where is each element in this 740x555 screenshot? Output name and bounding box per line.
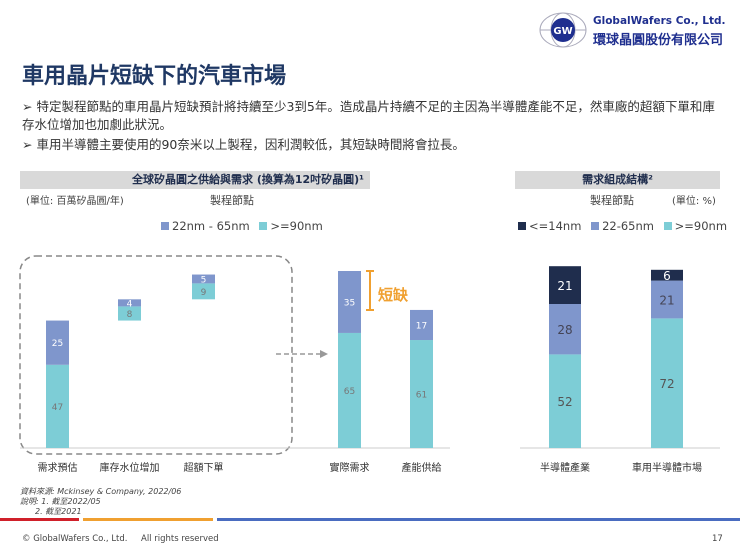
category-label: 超額下單 xyxy=(183,463,224,474)
bar-value-label: 8 xyxy=(127,310,133,320)
bar-22nm - 65nm xyxy=(192,274,215,284)
bar-value-label: 52 xyxy=(557,395,572,409)
bar-value-label: 17 xyxy=(416,321,427,331)
chart1-legend-title: 製程節點 xyxy=(210,194,254,207)
bar-value-label: 9 xyxy=(201,288,207,298)
chart2-unit: (單位: %) xyxy=(672,196,716,207)
bar-value-label: 28 xyxy=(557,323,572,337)
category-label: 產能供給 xyxy=(401,463,442,474)
bar->=90nm xyxy=(46,364,69,448)
arrow-head-icon xyxy=(320,350,328,358)
bar->=90nm xyxy=(118,306,141,321)
chart2-title: 需求組成結構² xyxy=(515,171,720,189)
chart2-legend: <=14nm 22-65nm >=90nm xyxy=(512,219,727,233)
bar-value-label: 21 xyxy=(659,294,674,308)
dashed-group-box xyxy=(19,255,293,455)
chart1-legend: 22nm - 65nm >=90nm xyxy=(155,219,323,233)
footer-bar-orange xyxy=(83,518,213,521)
logo-en: GlobalWafers Co., Ltd. xyxy=(593,15,726,27)
page-number: 17 xyxy=(712,534,723,544)
bar-value-label: 21 xyxy=(557,279,572,293)
bar-22nm - 65nm xyxy=(46,320,69,365)
bar-22nm - 65nm xyxy=(338,271,361,333)
bar->=90nm xyxy=(192,283,215,300)
shortage-label: 短缺 xyxy=(378,286,409,304)
bar-value-label: 61 xyxy=(416,391,427,401)
bar-22-65nm xyxy=(549,304,581,355)
logo-zh: 環球晶圓股份有限公司 xyxy=(593,33,724,48)
footnotes: 資料來源: Mckinsey & Company, 2022/06 說明: 1. … xyxy=(20,487,182,516)
bar-value-label: 72 xyxy=(659,377,674,391)
category-label: 半導體產業 xyxy=(540,463,590,474)
chart1-unit: (單位: 百萬矽晶圓/年) xyxy=(26,196,124,207)
bar-value-label: 65 xyxy=(344,387,355,397)
bar-value-label: 5 xyxy=(201,275,207,285)
bar-value-label: 4 xyxy=(127,299,133,309)
chart2-legend-title: 製程節點 xyxy=(590,194,634,207)
bar->=90nm xyxy=(651,318,683,448)
category-label: 實際需求 xyxy=(329,463,370,474)
globe-logo-icon: GW xyxy=(539,12,587,48)
page-title: 車用晶片短缺下的汽車市場 xyxy=(22,64,287,89)
bar-<=14nm xyxy=(549,266,581,304)
chart1-title: 全球矽晶圓之供給與需求 (換算為12吋矽晶圓)¹ xyxy=(20,171,370,189)
bar-22nm - 65nm xyxy=(410,309,433,341)
bar-<=14nm xyxy=(651,269,683,281)
rights: All rights reserved xyxy=(141,534,219,544)
bar-value-label: 25 xyxy=(52,339,63,349)
footer-bar-red xyxy=(0,518,79,521)
footer-bar-blue xyxy=(217,518,740,521)
bar-22nm - 65nm xyxy=(118,299,141,307)
category-label: 需求預估 xyxy=(37,463,78,474)
logo: GW GlobalWafers Co., Ltd. 環球晶圓股份有限公司 xyxy=(538,10,738,50)
category-label: 車用半導體市場 xyxy=(632,463,702,474)
bar-value-label: 6 xyxy=(663,269,671,283)
copyright: © GlobalWafers Co., Ltd. xyxy=(22,534,128,544)
bar-value-label: 35 xyxy=(344,298,355,308)
svg-text:GW: GW xyxy=(553,26,572,37)
bullet-1: ➢ 特定製程節點的車用晶片短缺預計將持續至少3到5年。造成晶片持續不足的主因為半… xyxy=(22,99,715,132)
bar-value-label: 47 xyxy=(52,403,63,413)
bar-22-65nm xyxy=(651,280,683,319)
shortage-bracket xyxy=(366,270,374,311)
category-label: 庫存水位增加 xyxy=(99,463,160,474)
bullet-2: ➢ 車用半導體主要使用的90奈米以上製程，因利潤較低，其短缺時間將會拉長。 xyxy=(22,137,465,152)
bar->=90nm xyxy=(410,340,433,448)
bar->=90nm xyxy=(338,332,361,448)
bar->=90nm xyxy=(549,354,581,448)
